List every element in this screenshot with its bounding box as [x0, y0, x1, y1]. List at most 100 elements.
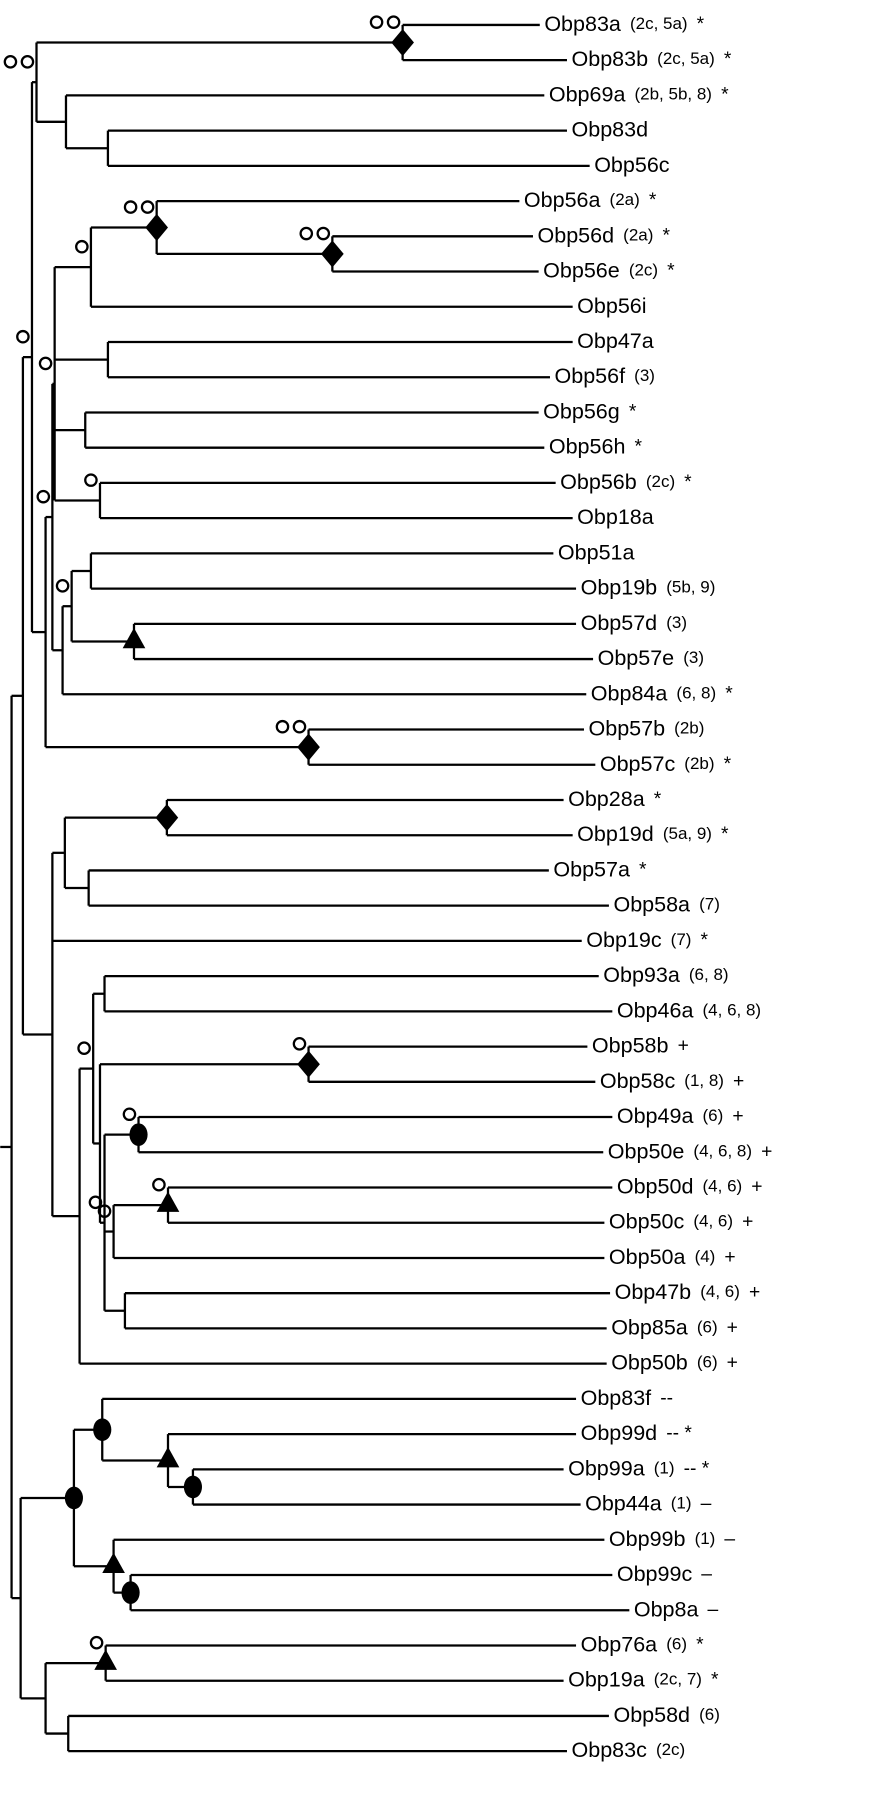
- leaf-sign: -- *: [684, 1458, 710, 1479]
- leaf-label: Obp47b (4, 6) +: [615, 1280, 761, 1304]
- leaf-note: (6): [697, 1353, 718, 1372]
- leaf-note: (4, 6): [693, 1212, 733, 1231]
- leaf-sign: *: [639, 860, 647, 881]
- leaf-sign: +: [678, 1036, 689, 1057]
- leaf-label: Obp56g *: [543, 399, 637, 423]
- leaf-label: Obp56a (2a) *: [524, 188, 657, 212]
- leaf-name: Obp99b: [609, 1526, 686, 1550]
- leaf-note: (1): [671, 1494, 692, 1513]
- leaf-sign: –: [724, 1529, 735, 1550]
- leaf-note: (2c, 7): [654, 1670, 702, 1689]
- leaf-name: Obp56e: [543, 258, 620, 282]
- leaf-name: Obp83a: [544, 12, 621, 36]
- leaf-sign: *: [654, 789, 662, 810]
- leaf-note: (6): [699, 1705, 720, 1724]
- leaf-label: Obp56b (2c) *: [560, 470, 692, 494]
- leaf-label: Obp57b (2b): [589, 716, 705, 740]
- leaf-name: Obp83d: [572, 117, 649, 141]
- leaf-note: (4, 6, 8): [703, 1001, 762, 1020]
- leaf-note: (6, 8): [689, 966, 729, 985]
- leaf-note: (6): [666, 1635, 687, 1654]
- open-circle-marker: [77, 1041, 91, 1056]
- leaf-sign: –: [708, 1599, 719, 1620]
- leaf-note: (2b, 5b, 8): [634, 85, 712, 104]
- diamond-marker: [321, 240, 344, 268]
- leaf-sign: *: [649, 190, 657, 211]
- leaf-sign: *: [701, 930, 709, 951]
- leaf-note: (2c): [629, 261, 658, 280]
- leaf-note: (1): [695, 1529, 716, 1548]
- leaf-name: Obp19d: [577, 822, 654, 846]
- leaf-name: Obp49a: [617, 1104, 694, 1128]
- leaf-label: Obp58d (6): [613, 1703, 719, 1727]
- diamond-marker: [155, 803, 179, 832]
- leaf-label: Obp28a *: [568, 787, 662, 811]
- leaf-sign: *: [711, 1670, 719, 1691]
- leaf-name: Obp99a: [568, 1456, 645, 1480]
- leaf-label: Obp83b (2c, 5a) *: [572, 47, 732, 71]
- leaf-name: Obp50a: [609, 1245, 686, 1269]
- open-circle-marker: [299, 226, 314, 241]
- open-circle-marker: [38, 356, 53, 371]
- leaf-name: Obp58d: [613, 1703, 690, 1727]
- leaf-note: (5b, 9): [666, 578, 715, 597]
- leaf-label: Obp99d -- *: [581, 1421, 693, 1445]
- leaf-label: Obp99c –: [617, 1562, 712, 1586]
- leaf-name: Obp99d: [581, 1421, 658, 1445]
- leaf-note: (6): [697, 1318, 718, 1337]
- leaf-name: Obp46a: [617, 998, 694, 1022]
- open-circle-marker: [88, 1195, 103, 1210]
- leaf-sign: *: [697, 14, 705, 35]
- leaf-sign: +: [749, 1282, 760, 1303]
- leaf-label: Obp57e (3): [598, 646, 704, 670]
- leaf-name: Obp58a: [613, 892, 690, 916]
- leaf-name: Obp56d: [538, 223, 615, 247]
- leaf-label: Obp49a (6) +: [617, 1104, 744, 1128]
- leaf-name: Obp19a: [568, 1667, 645, 1691]
- circle-marker: [121, 1581, 140, 1604]
- leaf-name: Obp58b: [592, 1033, 669, 1057]
- leaf-name: Obp56c: [594, 153, 670, 177]
- leaf-note: (2c): [646, 472, 675, 491]
- leaf-sign: +: [724, 1247, 735, 1268]
- leaf-label: Obp58a (7): [613, 892, 719, 916]
- leaf-label: Obp46a (4, 6, 8): [617, 998, 761, 1022]
- open-circle-marker: [16, 329, 30, 344]
- leaf-label: Obp50c (4, 6) +: [609, 1209, 753, 1233]
- leaf-note: (7): [671, 930, 692, 949]
- leaf-name: Obp85a: [611, 1315, 688, 1339]
- leaf-label: Obp83a (2c, 5a) *: [544, 12, 704, 36]
- leaf-name: Obp84a: [591, 681, 668, 705]
- triangle-marker: [156, 1446, 180, 1468]
- leaf-name: Obp8a: [634, 1597, 699, 1621]
- leaf-note: (2c, 5a): [657, 50, 715, 69]
- leaf-note: (4, 6): [703, 1177, 743, 1196]
- leaf-note: (6): [703, 1107, 724, 1126]
- leaf-name: Obp28a: [568, 787, 645, 811]
- leaf-sign: +: [742, 1212, 753, 1233]
- leaf-label: Obp58c (1, 8) +: [600, 1069, 744, 1093]
- triangle-marker: [94, 1649, 117, 1670]
- open-circle-marker: [89, 1635, 104, 1650]
- leaf-sign: *: [724, 754, 732, 775]
- leaf-name: Obp56b: [560, 470, 637, 494]
- leaf-label: Obp58b +: [592, 1033, 689, 1057]
- leaf-name: Obp18a: [577, 505, 654, 529]
- leaf-label: Obp57c (2b) *: [600, 751, 732, 775]
- leaf-label: Obp50e (4, 6, 8) +: [608, 1139, 773, 1163]
- triangle-marker: [122, 627, 146, 649]
- leaf-note: (3): [683, 649, 704, 668]
- leaf-label: Obp19b (5b, 9): [581, 575, 716, 599]
- open-circle-marker: [386, 15, 401, 29]
- triangle-marker: [156, 1191, 180, 1212]
- open-circle-marker: [123, 200, 138, 214]
- leaf-name: Obp57c: [600, 751, 676, 775]
- leaf-note: (4): [695, 1247, 716, 1266]
- leaf-sign: *: [724, 49, 732, 70]
- leaf-note: (5a, 9): [663, 825, 712, 844]
- leaf-note: (2c): [656, 1741, 685, 1760]
- diamond-marker: [297, 1050, 320, 1078]
- triangle-marker: [102, 1552, 125, 1574]
- circle-marker: [129, 1123, 148, 1146]
